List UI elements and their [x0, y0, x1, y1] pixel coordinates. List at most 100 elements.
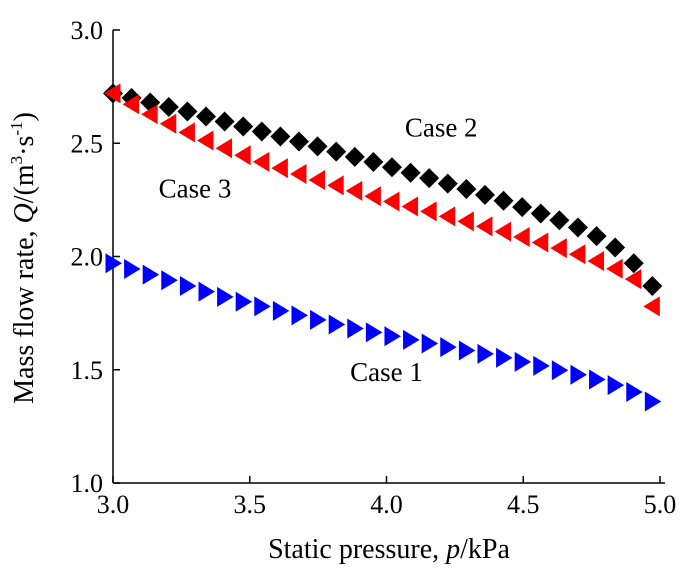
- marker-case-3: [364, 186, 381, 207]
- marker-case-3: [606, 258, 623, 279]
- marker-case-2: [493, 190, 514, 211]
- marker-case-3: [104, 83, 121, 104]
- marker-case-1: [626, 381, 643, 402]
- marker-case-3: [327, 175, 344, 196]
- marker-case-1: [347, 318, 364, 339]
- marker-case-1: [589, 369, 606, 390]
- marker-case-3: [568, 244, 586, 265]
- marker-case-3: [141, 104, 158, 125]
- marker-case-1: [496, 347, 513, 368]
- marker-case-1: [328, 314, 346, 335]
- marker-case-3: [457, 211, 474, 232]
- marker-case-1: [533, 355, 550, 376]
- marker-case-2: [158, 97, 179, 118]
- marker-case-1: [124, 258, 141, 279]
- marker-case-2: [419, 168, 440, 189]
- marker-case-3: [289, 164, 307, 185]
- marker-case-1: [198, 281, 215, 302]
- marker-case-1: [458, 340, 476, 361]
- y-tick-label: 2.0: [71, 243, 104, 272]
- marker-case-2: [251, 121, 272, 142]
- y-axis-title: Mass flow rate, Q/(m3·s-1): [7, 112, 40, 404]
- marker-case-1: [105, 253, 122, 274]
- marker-case-1: [607, 375, 625, 396]
- marker-case-2: [270, 126, 291, 147]
- marker-case-2: [307, 136, 328, 157]
- marker-case-1: [403, 329, 420, 350]
- marker-case-3: [271, 158, 288, 179]
- annotation-case-2: Case 2: [405, 112, 478, 142]
- marker-case-2: [512, 197, 533, 218]
- x-tick-label: 4.0: [370, 490, 403, 519]
- annotations: Case 1 Case 2 Case 3: [159, 112, 478, 387]
- marker-case-2: [400, 162, 421, 183]
- marker-case-1: [365, 322, 383, 343]
- marker-case-3: [513, 227, 530, 248]
- x-tick-label: 5.0: [644, 490, 677, 519]
- marker-case-1: [570, 364, 587, 385]
- marker-case-2: [233, 116, 254, 137]
- marker-case-1: [235, 291, 253, 312]
- marker-case-2: [456, 179, 477, 200]
- marker-case-3: [252, 151, 270, 172]
- annotation-case-3: Case 3: [159, 174, 232, 204]
- marker-case-3: [382, 191, 400, 212]
- marker-case-3: [475, 216, 493, 237]
- marker-case-3: [178, 122, 195, 143]
- marker-case-2: [344, 146, 365, 167]
- marker-case-2: [530, 203, 551, 224]
- marker-case-1: [142, 264, 160, 285]
- marker-case-2: [195, 106, 216, 127]
- y-tick-label: 3.0: [71, 16, 104, 45]
- marker-case-3: [643, 296, 660, 317]
- x-axis-title: Static pressure, p/kPa: [268, 534, 510, 565]
- marker-case-1: [551, 360, 569, 381]
- marker-case-3: [345, 180, 363, 201]
- marker-case-1: [291, 305, 308, 326]
- marker-case-2: [567, 217, 588, 238]
- markers: [103, 83, 663, 412]
- y-tick-label: 1.5: [71, 356, 104, 385]
- marker-case-2: [549, 210, 570, 231]
- marker-case-2: [214, 111, 235, 132]
- ticks: 3.0 3.5 4.0 4.5 5.0 1.0 1.5 2.0 2.5 3.0: [71, 16, 677, 519]
- marker-case-3: [420, 201, 437, 222]
- marker-case-3: [196, 130, 214, 151]
- marker-case-1: [217, 286, 234, 307]
- marker-case-2: [605, 237, 626, 258]
- marker-case-3: [438, 206, 456, 227]
- marker-case-1: [421, 333, 439, 354]
- marker-case-1: [254, 296, 271, 317]
- marker-case-2: [642, 275, 663, 296]
- marker-case-1: [440, 337, 457, 358]
- marker-case-1: [179, 275, 197, 296]
- marker-case-3: [308, 169, 326, 190]
- annotation-case-1: Case 1: [350, 357, 423, 387]
- marker-case-2: [474, 184, 495, 205]
- x-tick-label: 3.5: [234, 490, 267, 519]
- y-tick-label: 2.5: [71, 129, 104, 158]
- marker-case-1: [514, 351, 532, 372]
- marker-case-2: [326, 141, 347, 162]
- marker-case-1: [384, 326, 401, 347]
- marker-case-2: [177, 101, 198, 122]
- y-tick-label: 1.0: [71, 469, 104, 498]
- x-tick-label: 3.0: [97, 490, 130, 519]
- marker-case-1: [161, 270, 178, 291]
- marker-case-3: [550, 238, 567, 259]
- marker-case-2: [381, 157, 402, 178]
- marker-case-1: [272, 300, 290, 321]
- marker-case-1: [644, 391, 662, 412]
- marker-case-3: [494, 221, 512, 242]
- x-tick-label: 4.5: [507, 490, 540, 519]
- marker-case-3: [624, 269, 642, 290]
- marker-case-3: [215, 138, 233, 159]
- marker-case-2: [363, 152, 384, 173]
- marker-case-1: [310, 309, 327, 330]
- marker-case-2: [437, 173, 458, 194]
- marker-case-2: [288, 131, 309, 152]
- marker-case-1: [477, 343, 494, 364]
- marker-case-3: [122, 94, 140, 115]
- marker-case-3: [159, 113, 177, 134]
